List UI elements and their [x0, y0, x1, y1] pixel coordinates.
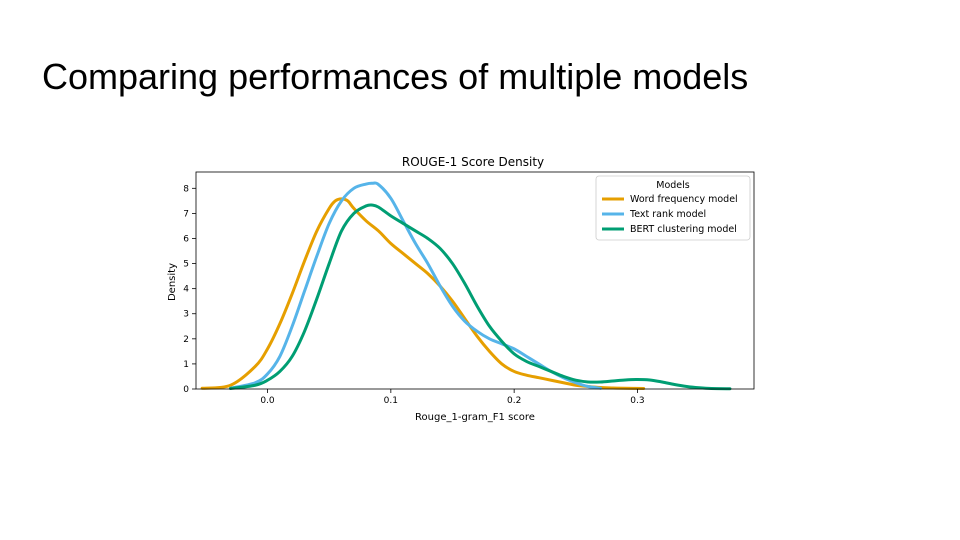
- series-line-3: [229, 203, 732, 391]
- x-tick-label: 0.3: [630, 396, 644, 406]
- legend: Models Word frequency model Text rank mode…: [595, 175, 751, 241]
- series-line-1: [200, 197, 646, 390]
- axes-frame: [195, 171, 755, 390]
- y-tick-label: 6: [183, 234, 189, 244]
- legend-box: [595, 175, 751, 241]
- legend-title: Models: [656, 180, 690, 191]
- chart-title: ROUGE-1 Score Density: [402, 155, 544, 169]
- x-tick-label: 0.2: [507, 396, 521, 406]
- x-tick-label: 0.1: [384, 396, 398, 406]
- legend-entry: BERT clustering model: [630, 224, 737, 235]
- x-axis-label: Rouge_1-gram_F1 score: [415, 412, 535, 423]
- axis-ticks: 0.0 0.1 0.2 0.3 0 1 2 3 4 5 6 7 8: [183, 184, 644, 406]
- y-tick-label: 7: [183, 209, 189, 219]
- legend-entry: Word frequency model: [630, 194, 738, 205]
- y-tick-label: 5: [183, 260, 189, 270]
- legend-entry: Text rank model: [629, 209, 706, 220]
- y-tick-label: 1: [183, 360, 189, 370]
- series-line-2: [229, 181, 602, 390]
- density-chart: ROUGE-1 Score Density 0.0 0.1 0.2 0.3 0 1 2 3 4 5…: [167, 155, 755, 423]
- plot-area: [200, 181, 732, 391]
- y-tick-label: 3: [183, 310, 189, 320]
- y-tick-label: 4: [183, 285, 189, 295]
- slide-title: Comparing performances of multiple model…: [42, 56, 749, 97]
- y-tick-label: 0: [183, 385, 189, 395]
- y-axis-label: Density: [167, 263, 178, 301]
- y-tick-label: 2: [183, 335, 189, 345]
- y-tick-label: 8: [183, 184, 189, 194]
- x-tick-label: 0.0: [260, 396, 275, 406]
